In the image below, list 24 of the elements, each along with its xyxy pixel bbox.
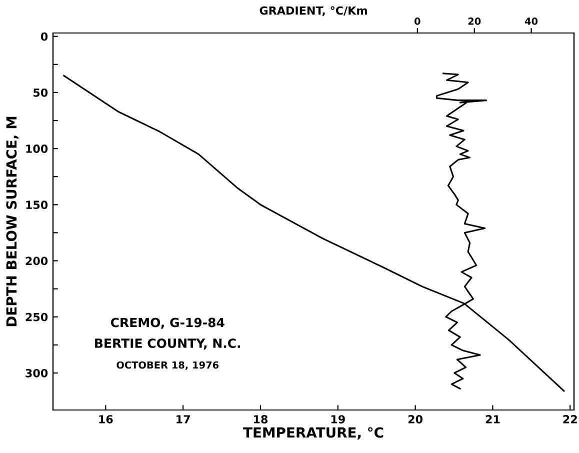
y-tick-label: 200 (26, 256, 48, 266)
x-axis-title: TEMPERATURE, °C (243, 427, 384, 440)
annotation: OCTOBER 18, 1976 (116, 361, 219, 370)
x2-tick-label: 20 (468, 18, 481, 25)
x-tick-label: 17 (176, 415, 190, 424)
y-tick-label: 0 (40, 32, 48, 41)
y-tick-label: 250 (26, 312, 48, 322)
x2-tick-label: 0 (414, 18, 420, 25)
x2-tick-label: 40 (524, 18, 538, 25)
y-tick-label: 300 (26, 368, 48, 378)
annotation: CREMO, G-19-84 (110, 318, 224, 329)
line-series (63, 74, 565, 392)
x-tick-label: 16 (99, 415, 113, 424)
annotation: BERTIE COUNTY, N.C. (95, 338, 240, 350)
x-tick-label: 20 (408, 415, 422, 424)
y-tick-label: 100 (26, 144, 48, 153)
y-tick-label: 150 (26, 200, 48, 210)
y-tick-label: 50 (34, 88, 48, 97)
x-tick-label: 18 (254, 415, 268, 424)
x2-axis-title: GRADIENT, °C/Km (260, 6, 367, 16)
x-tick-label: 21 (486, 415, 500, 424)
y-axis-title: DEPTH BELOW SURFACE, M (6, 116, 18, 326)
x-tick-label: 22 (563, 415, 577, 424)
x-tick-label: 19 (331, 415, 345, 424)
